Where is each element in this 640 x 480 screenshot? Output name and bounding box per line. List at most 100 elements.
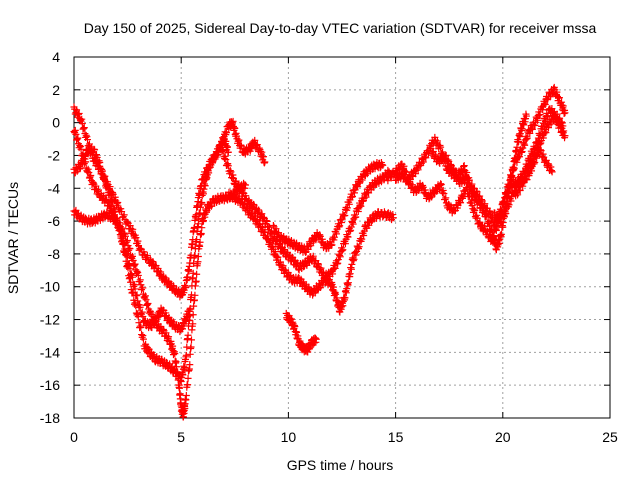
data-point (103, 182, 111, 190)
data-point (309, 252, 317, 260)
data-point (489, 232, 497, 240)
data-marks (70, 83, 569, 421)
data-point (339, 246, 347, 254)
data-point (129, 257, 137, 265)
data-point (181, 364, 189, 372)
data-point (503, 189, 511, 197)
data-point (279, 262, 287, 270)
data-point (458, 191, 466, 199)
data-point (255, 144, 263, 152)
data-point (442, 152, 450, 160)
data-point (436, 181, 444, 189)
data-point (500, 199, 508, 207)
data-point (499, 198, 507, 206)
data-point (412, 170, 420, 178)
data-point (553, 116, 561, 124)
data-point (460, 163, 468, 171)
series-track-7 (269, 158, 387, 256)
data-point (132, 292, 140, 300)
y-tick-label: -16 (40, 377, 60, 393)
data-point (553, 88, 561, 96)
data-point (517, 148, 525, 156)
data-point (157, 268, 165, 276)
plot-frame (73, 56, 611, 419)
data-point (149, 258, 157, 266)
data-point (439, 186, 447, 194)
data-point (421, 186, 429, 194)
data-point (424, 150, 432, 158)
data-point (123, 218, 131, 226)
data-point (524, 169, 532, 176)
data-point (112, 214, 120, 222)
data-point (238, 195, 246, 203)
data-point (106, 191, 114, 199)
data-point (379, 161, 387, 169)
data-point (196, 210, 204, 218)
y-tick-label: 0 (52, 115, 60, 131)
data-point (515, 137, 523, 145)
data-point (457, 199, 465, 207)
data-point (334, 259, 342, 267)
data-point (542, 129, 550, 137)
data-point (251, 212, 259, 220)
data-point (507, 172, 515, 180)
data-point (509, 190, 517, 198)
data-point (184, 331, 192, 339)
data-point (143, 301, 151, 309)
data-point (510, 164, 518, 172)
data-point (262, 217, 270, 225)
data-point (331, 264, 339, 272)
data-point (237, 185, 245, 193)
data-point (142, 296, 150, 304)
y-tick-label: -14 (40, 344, 60, 360)
data-point (82, 131, 90, 139)
data-point (437, 180, 445, 188)
data-point (78, 115, 86, 123)
data-point (531, 121, 539, 129)
data-point (354, 183, 362, 191)
data-point (73, 135, 81, 143)
data-point (182, 283, 190, 291)
data-point (144, 299, 152, 307)
series-track-3 (70, 179, 250, 421)
data-point (114, 198, 122, 206)
data-point (358, 176, 366, 184)
data-point (508, 193, 516, 201)
data-point (473, 214, 481, 222)
data-point (191, 252, 199, 260)
data-point (133, 267, 141, 275)
data-point (336, 253, 344, 261)
data-point (530, 160, 538, 168)
data-point (75, 110, 83, 118)
data-point (125, 259, 133, 267)
data-point (137, 324, 145, 332)
series-track-8 (282, 309, 320, 356)
data-point (488, 236, 496, 244)
y-tick-label: -2 (48, 147, 61, 163)
data-point (349, 220, 357, 228)
y-tick-label: -8 (48, 246, 61, 262)
data-point (222, 129, 230, 137)
data-point (79, 150, 87, 158)
data-point (505, 181, 513, 189)
data-point (348, 193, 356, 201)
data-point (261, 228, 269, 236)
data-point (408, 181, 416, 189)
data-point (91, 146, 99, 154)
data-point (131, 285, 139, 293)
data-point (344, 279, 352, 287)
data-point (437, 143, 445, 151)
data-point (414, 166, 422, 174)
data-point (165, 333, 173, 341)
data-point (107, 202, 115, 210)
data-point (186, 350, 194, 358)
data-point (121, 248, 129, 256)
data-point (481, 200, 489, 208)
data-point (502, 190, 510, 198)
y-tick-label: -6 (48, 213, 61, 229)
data-point (537, 146, 545, 154)
data-point (335, 223, 343, 231)
data-point (211, 155, 219, 163)
data-point (182, 351, 190, 359)
data-point (341, 240, 349, 248)
